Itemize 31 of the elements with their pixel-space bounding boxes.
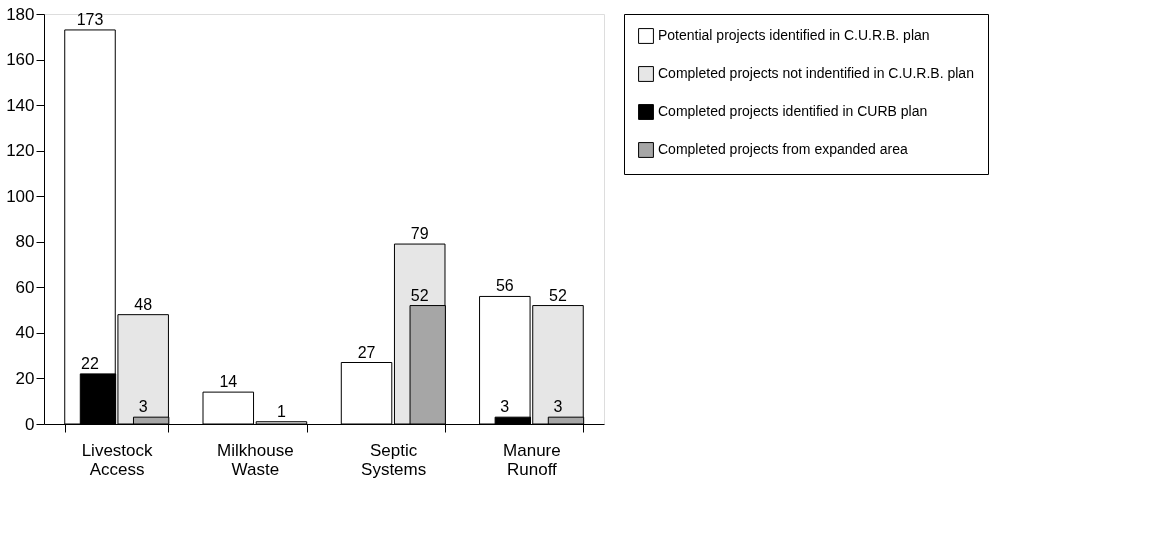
data-label: 56	[495, 277, 514, 295]
legend-label: Completed projects identified in CURB plan	[658, 103, 928, 119]
y-tick-label: 180	[6, 4, 35, 24]
data-label: 79	[410, 225, 429, 243]
y-tick-label: 80	[15, 232, 35, 252]
legend-label: Completed projects from expanded area	[658, 141, 909, 157]
data-label: 173	[76, 10, 104, 28]
data-label: 1	[277, 402, 286, 420]
y-tick-label: 160	[6, 50, 35, 70]
data-label: 14	[219, 373, 238, 391]
y-tick-label: 100	[6, 186, 35, 206]
data-label: 22	[81, 354, 99, 372]
legend-label: Completed projects not indentified in C.U.R.B. plan	[658, 65, 974, 81]
x-tick-label: Septic Systems	[361, 440, 427, 479]
y-tick-label: 0	[25, 414, 35, 434]
x-tick-label: Livestock Access	[81, 440, 154, 479]
data-label: 3	[138, 398, 148, 416]
data-label: 52	[410, 286, 429, 304]
y-tick-label: 60	[15, 277, 35, 297]
data-label: 27	[357, 343, 376, 361]
y-tick-label: 140	[6, 95, 35, 115]
data-label: 52	[549, 286, 567, 304]
y-tick-label: 120	[6, 141, 35, 161]
y-tick-label: 40	[15, 323, 35, 343]
legend-label: Potential projects identified in C.U.R.B. plan	[658, 27, 930, 43]
x-tick-label: Milkhouse Waste	[217, 440, 294, 479]
data-label: 3	[553, 398, 563, 416]
data-label: 3	[500, 398, 510, 416]
data-label: 48	[134, 295, 153, 313]
x-tick-label: Manure Runoff	[503, 440, 561, 479]
y-tick-label: 20	[15, 368, 35, 388]
